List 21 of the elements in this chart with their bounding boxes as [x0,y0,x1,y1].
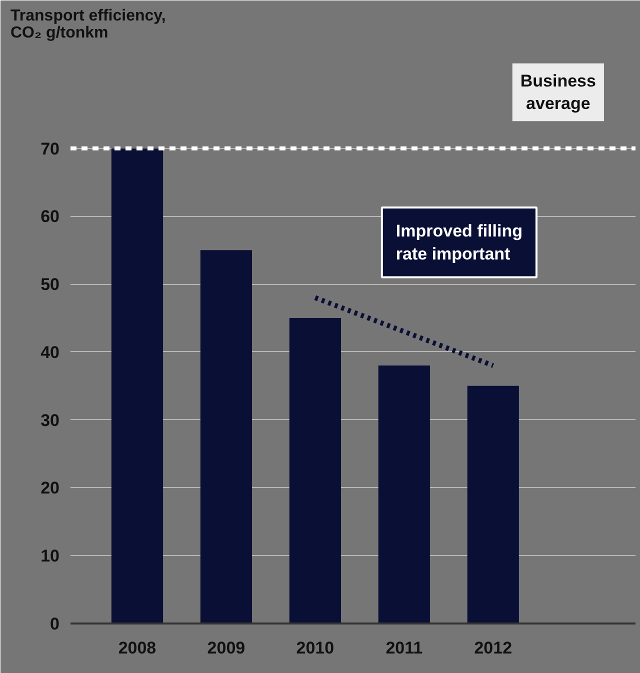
ref-line-label: Business average [520,71,596,114]
y-tick-label: 0 [50,614,60,634]
bar [111,148,164,624]
y-tick-label: 70 [40,139,60,158]
x-tick-label: 2010 [296,638,334,658]
x-tick-label: 2012 [474,638,512,658]
y-tick-label: 20 [40,478,60,498]
y-tick-label: 40 [40,342,60,362]
y-axis-title: Transport efficiency, CO₂ g/tonkm [10,8,166,42]
bar [378,366,430,624]
y-tick-label: 10 [40,546,60,566]
bar [200,250,252,624]
x-tick-label: 2008 [118,638,156,658]
bar [467,386,519,624]
bar [289,318,341,624]
y-tick-label: 60 [40,207,60,226]
y-tick-label: 30 [40,410,60,430]
annotation: Improved filling rate important [396,222,522,264]
x-tick-label: 2009 [207,638,246,658]
x-tick-label: 2011 [386,638,423,658]
y-tick-label: 50 [40,275,60,294]
